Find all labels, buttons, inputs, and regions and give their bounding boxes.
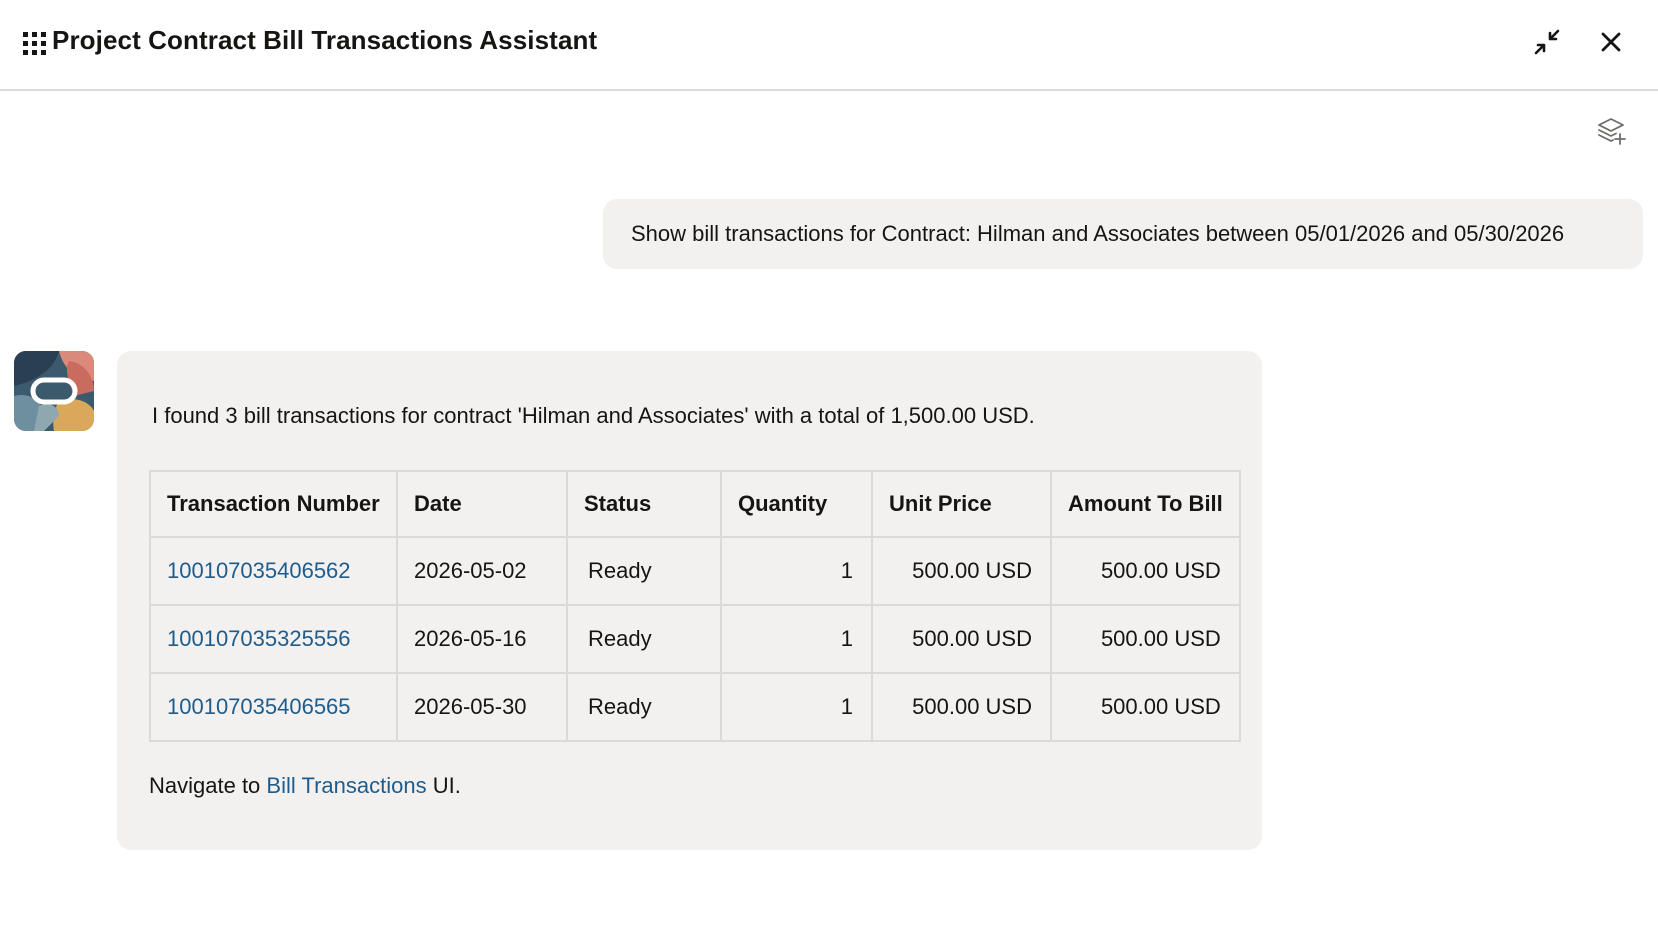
date-cell: 2026-05-16 <box>396 604 568 674</box>
close-button[interactable] <box>1594 25 1628 59</box>
table-row: 100107035325556 2026-05-16 Ready 1 500.0… <box>149 604 1241 674</box>
assistant-intro-text: I found 3 bill transactions for contract… <box>152 403 1035 428</box>
transaction-number-link[interactable]: 100107035325556 <box>167 626 351 651</box>
quantity-cell: 1 <box>720 604 873 674</box>
table-header-row: Transaction Number Date Status Quantity … <box>149 470 1241 538</box>
column-header: Transaction Number <box>149 470 398 538</box>
table-row: 100107035406562 2026-05-02 Ready 1 500.0… <box>149 536 1241 606</box>
date-cell: 2026-05-02 <box>396 536 568 606</box>
column-header: Unit Price <box>871 470 1052 538</box>
user-message-text: Show bill transactions for Contract: Hil… <box>631 221 1565 246</box>
collapse-icon <box>1534 29 1560 55</box>
status-cell: Ready <box>566 536 722 606</box>
transaction-number-link[interactable]: 100107035406562 <box>167 558 351 583</box>
date-cell: 2026-05-30 <box>396 672 568 742</box>
quantity-cell: 1 <box>720 672 873 742</box>
bill-transactions-link[interactable]: Bill Transactions <box>266 773 427 798</box>
assistant-message-bubble: I found 3 bill transactions for contract… <box>117 351 1262 850</box>
layers-plus-icon <box>1598 118 1626 145</box>
transaction-number-cell: 100107035325556 <box>149 604 398 674</box>
column-header: Date <box>396 470 568 538</box>
status-cell: Ready <box>566 604 722 674</box>
column-header: Quantity <box>720 470 873 538</box>
assistant-avatar <box>14 351 94 431</box>
transaction-number-link[interactable]: 100107035406565 <box>167 694 351 719</box>
amount-to-bill-cell: 500.00 USD <box>1050 536 1241 606</box>
new-conversation-button[interactable] <box>1594 114 1628 148</box>
grid-menu-icon[interactable] <box>23 32 47 56</box>
unit-price-cell: 500.00 USD <box>871 536 1052 606</box>
transaction-number-cell: 100107035406565 <box>149 672 398 742</box>
table-row: 100107035406565 2026-05-30 Ready 1 500.0… <box>149 672 1241 742</box>
amount-to-bill-cell: 500.00 USD <box>1050 604 1241 674</box>
unit-price-cell: 500.00 USD <box>871 672 1052 742</box>
transaction-number-cell: 100107035406562 <box>149 536 398 606</box>
status-cell: Ready <box>566 672 722 742</box>
amount-to-bill-cell: 500.00 USD <box>1050 672 1241 742</box>
navigation-text: Navigate to Bill Transactions UI. <box>149 773 461 799</box>
page-title: Project Contract Bill Transactions Assis… <box>52 25 598 55</box>
quantity-cell: 1 <box>720 536 873 606</box>
collapse-button[interactable] <box>1530 25 1564 59</box>
assistant-avatar-icon <box>14 351 94 431</box>
header-bar: Project Contract Bill Transactions Assis… <box>0 0 1658 91</box>
transactions-table: Transaction Number Date Status Quantity … <box>149 470 1241 742</box>
column-header: Status <box>566 470 722 538</box>
unit-price-cell: 500.00 USD <box>871 604 1052 674</box>
nav-suffix: UI. <box>426 773 461 798</box>
close-icon <box>1601 32 1621 52</box>
nav-prefix: Navigate to <box>149 773 267 798</box>
user-message-bubble: Show bill transactions for Contract: Hil… <box>603 199 1643 269</box>
column-header: Amount To Bill <box>1050 470 1241 538</box>
